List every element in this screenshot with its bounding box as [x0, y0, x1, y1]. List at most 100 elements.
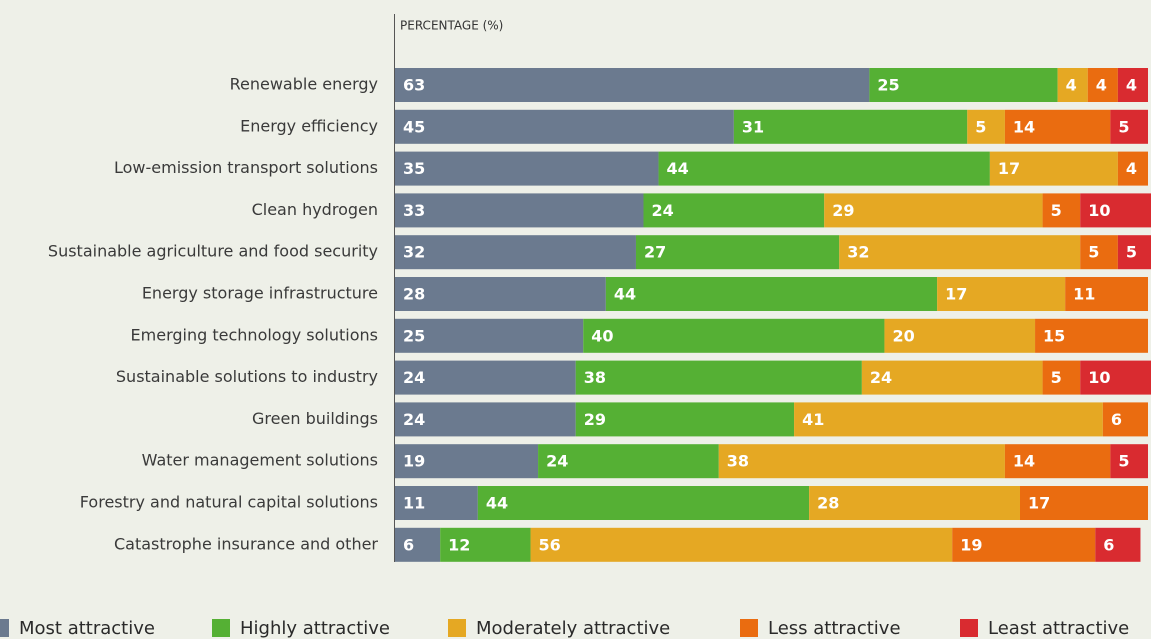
bar-segment — [989, 151, 1118, 186]
value-label: 17 — [1028, 494, 1050, 513]
value-label: 32 — [847, 243, 869, 262]
value-label: 4 — [1096, 76, 1107, 95]
bar-segment — [1117, 235, 1151, 270]
value-label: 24 — [651, 201, 673, 220]
bar-segment — [809, 486, 1020, 520]
category-label: Sustainable agriculture and food securit… — [48, 242, 378, 261]
bar-segment — [1065, 277, 1148, 311]
value-label: 29 — [832, 201, 854, 220]
bar-segment — [1080, 193, 1151, 228]
value-label: 4 — [1126, 159, 1137, 178]
bar-segment — [395, 109, 734, 144]
value-label: 63 — [403, 76, 425, 95]
legend-swatch — [212, 619, 230, 637]
value-label: 17 — [998, 159, 1020, 178]
bar-segment — [395, 486, 478, 520]
legend-swatch — [0, 619, 9, 637]
bar-segment — [395, 318, 584, 353]
bar-segment — [937, 277, 1066, 311]
value-label: 29 — [584, 410, 606, 429]
bar-segment — [1019, 486, 1148, 520]
bar-segment — [1102, 402, 1148, 437]
value-label: 5 — [1126, 243, 1137, 262]
legend-label: Least attractive — [988, 618, 1129, 639]
value-label: 44 — [486, 494, 508, 513]
value-label: 4 — [1066, 76, 1077, 95]
value-label: 31 — [742, 117, 764, 136]
bar-segment — [635, 235, 840, 270]
value-label: 33 — [403, 201, 425, 220]
value-label: 19 — [403, 452, 425, 471]
value-label: 28 — [817, 494, 839, 513]
value-label: 27 — [644, 243, 666, 262]
bar-segment — [884, 318, 1036, 353]
bar-segment — [1004, 444, 1111, 479]
value-label: 10 — [1088, 201, 1110, 220]
value-label: 44 — [614, 285, 636, 304]
value-label: 14 — [1013, 452, 1035, 471]
value-label: 5 — [1118, 117, 1129, 136]
bar-segment — [861, 360, 1043, 395]
category-label: Energy efficiency — [240, 116, 378, 135]
legend-swatch — [740, 619, 758, 637]
bar-segment — [1117, 151, 1148, 186]
category-label: Energy storage infrastructure — [142, 284, 378, 303]
value-label: 12 — [448, 535, 470, 554]
bar-segment — [1095, 527, 1141, 562]
bar-segment — [1057, 68, 1088, 102]
bar-segment — [1035, 318, 1148, 353]
bar-segment — [952, 527, 1096, 562]
value-label: 19 — [960, 535, 982, 554]
bar-segment — [395, 68, 870, 102]
value-label: 17 — [945, 285, 967, 304]
bar-segment — [1110, 444, 1148, 479]
bar-segment — [440, 527, 531, 562]
value-label: 6 — [1103, 535, 1114, 554]
value-label: 24 — [546, 452, 568, 471]
bar-segment — [718, 444, 1005, 479]
bar-segment — [395, 193, 644, 228]
category-label: Renewable energy — [230, 75, 378, 94]
bar-segment — [643, 193, 825, 228]
value-label: 24 — [403, 410, 425, 429]
legend-swatch — [960, 619, 978, 637]
legend-label: Moderately attractive — [476, 618, 670, 639]
bar-segment — [1042, 360, 1081, 395]
bar-segment — [395, 151, 659, 186]
bar-segment — [869, 68, 1058, 102]
value-label: 20 — [892, 326, 914, 345]
value-label: 24 — [870, 368, 892, 387]
value-label: 11 — [1073, 285, 1095, 304]
bar-segment — [395, 277, 606, 311]
value-label: 56 — [539, 535, 561, 554]
axis-label: PERCENTAGE (%) — [400, 19, 503, 33]
value-label: 5 — [1051, 368, 1062, 387]
value-label: 11 — [403, 494, 425, 513]
value-label: 5 — [975, 117, 986, 136]
value-label: 25 — [403, 326, 425, 345]
bar-segment — [824, 193, 1043, 228]
legend-label: Less attractive — [768, 618, 901, 639]
bar-segment — [1042, 193, 1081, 228]
legend-swatch — [448, 619, 466, 637]
bar-segment — [395, 444, 539, 479]
bar-segment — [605, 277, 938, 311]
bar-segment — [839, 235, 1081, 270]
value-label: 45 — [403, 117, 425, 136]
bar-segment — [1110, 109, 1148, 144]
value-label: 28 — [403, 285, 425, 304]
category-label: Clean hydrogen — [252, 200, 378, 219]
bar-segment — [575, 360, 862, 395]
category-label: Sustainable solutions to industry — [116, 367, 378, 386]
bar-segment — [575, 402, 795, 437]
bar-segment — [395, 235, 636, 270]
legend-label: Highly attractive — [240, 618, 390, 639]
category-label: Low-emission transport solutions — [114, 158, 378, 177]
category-label: Emerging technology solutions — [131, 325, 378, 344]
value-label: 25 — [877, 76, 899, 95]
bar-segment — [395, 527, 441, 562]
bar-segment — [1087, 68, 1118, 102]
value-label: 32 — [403, 243, 425, 262]
bar-segment — [1004, 109, 1111, 144]
